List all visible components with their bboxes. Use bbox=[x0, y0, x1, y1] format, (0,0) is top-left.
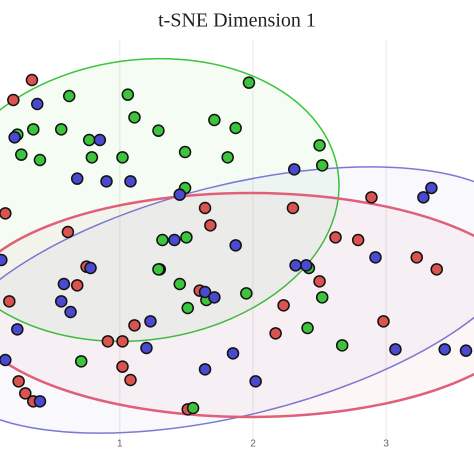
point bbox=[85, 151, 99, 164]
point bbox=[61, 225, 75, 239]
x-tick-label: 3 bbox=[383, 439, 389, 450]
point bbox=[74, 355, 88, 368]
point bbox=[8, 131, 21, 144]
point bbox=[173, 188, 186, 201]
point bbox=[57, 277, 71, 291]
x-tick-label: 2 bbox=[250, 439, 256, 450]
point bbox=[249, 375, 262, 388]
point bbox=[335, 339, 349, 352]
point bbox=[101, 335, 115, 348]
point bbox=[181, 301, 194, 315]
point bbox=[369, 251, 382, 264]
point bbox=[25, 73, 39, 87]
point bbox=[299, 259, 313, 272]
point bbox=[84, 261, 97, 275]
point bbox=[7, 93, 20, 107]
point bbox=[315, 159, 329, 172]
point bbox=[269, 327, 282, 340]
point bbox=[173, 277, 186, 291]
point bbox=[128, 319, 141, 332]
chart-title: t-SNE Dimension 1 bbox=[158, 10, 316, 32]
point bbox=[0, 353, 12, 367]
point bbox=[64, 305, 77, 319]
point bbox=[116, 151, 129, 164]
point bbox=[180, 231, 193, 244]
point bbox=[70, 172, 84, 185]
point bbox=[329, 231, 342, 244]
point bbox=[168, 233, 181, 247]
blue-ellipse bbox=[0, 166, 474, 434]
point bbox=[198, 285, 212, 299]
point bbox=[240, 287, 253, 300]
point bbox=[389, 343, 402, 356]
point bbox=[54, 123, 68, 136]
point bbox=[93, 133, 107, 147]
point bbox=[277, 299, 290, 312]
point bbox=[229, 239, 242, 252]
x-tick-label: 1 bbox=[117, 439, 123, 450]
point bbox=[186, 401, 200, 415]
point bbox=[365, 191, 378, 204]
point bbox=[152, 263, 165, 276]
point bbox=[242, 76, 256, 89]
point bbox=[116, 360, 129, 373]
point bbox=[198, 201, 212, 215]
point bbox=[27, 123, 40, 136]
point bbox=[116, 335, 129, 348]
point bbox=[124, 373, 137, 387]
point bbox=[198, 363, 212, 376]
point bbox=[82, 133, 96, 147]
point bbox=[229, 121, 242, 135]
point bbox=[144, 315, 157, 328]
point bbox=[221, 151, 234, 164]
point bbox=[15, 148, 28, 161]
point bbox=[19, 387, 32, 400]
point bbox=[121, 88, 135, 101]
point bbox=[0, 253, 8, 267]
point bbox=[70, 279, 84, 292]
point bbox=[351, 233, 365, 247]
point bbox=[3, 295, 16, 308]
point bbox=[286, 201, 300, 215]
point bbox=[208, 113, 221, 127]
point bbox=[100, 175, 113, 188]
point bbox=[315, 291, 329, 304]
point bbox=[289, 259, 302, 272]
point bbox=[417, 191, 430, 204]
point bbox=[438, 343, 451, 356]
point bbox=[140, 341, 153, 355]
point bbox=[31, 97, 44, 111]
point bbox=[124, 175, 137, 188]
point bbox=[33, 153, 47, 167]
point bbox=[430, 263, 443, 276]
point bbox=[459, 344, 473, 357]
point bbox=[128, 111, 141, 124]
point bbox=[33, 395, 47, 408]
point bbox=[62, 89, 76, 103]
point bbox=[377, 315, 390, 328]
point bbox=[156, 233, 169, 247]
point bbox=[204, 219, 217, 232]
point bbox=[425, 181, 438, 195]
point bbox=[11, 323, 24, 336]
point bbox=[313, 275, 326, 288]
point bbox=[313, 139, 326, 152]
point bbox=[226, 347, 240, 360]
point bbox=[410, 251, 423, 264]
point bbox=[208, 291, 221, 304]
point bbox=[0, 207, 12, 220]
point bbox=[152, 124, 165, 137]
point bbox=[12, 375, 25, 388]
point bbox=[178, 145, 192, 159]
point bbox=[288, 163, 301, 176]
red-ellipse bbox=[0, 191, 474, 419]
point bbox=[301, 321, 314, 335]
point bbox=[54, 295, 68, 308]
